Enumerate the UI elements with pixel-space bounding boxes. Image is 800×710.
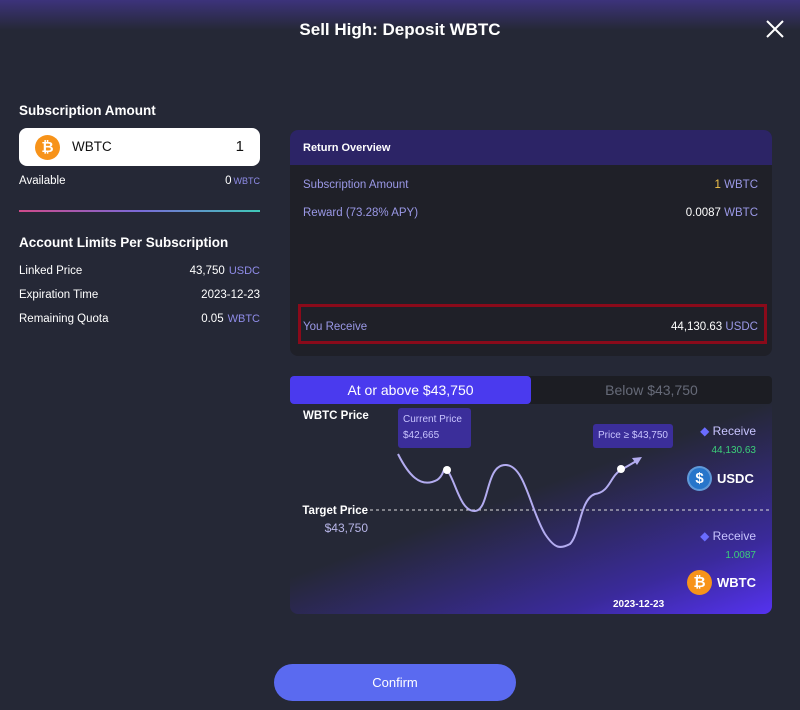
overview-label: Reward (73.28% APY): [303, 207, 419, 219]
limit-label: Expiration Time: [19, 289, 99, 301]
limit-label: Remaining Quota: [19, 313, 109, 325]
overview-unit: WBTC: [724, 207, 758, 219]
limit-value: 0.05: [201, 313, 224, 325]
scenario-chart: WBTC Price Current Price $42,665 Price ≥ …: [290, 404, 772, 614]
overview-value: 1: [714, 179, 721, 191]
limit-row: Expiration Time 2023-12-23: [19, 289, 260, 301]
overview-row: Reward (73.28% APY) 0.0087 WBTC: [303, 207, 758, 219]
receive-label: You Receive: [303, 321, 368, 333]
divider: [19, 210, 260, 212]
available-unit: WBTC: [233, 176, 261, 186]
limits-heading: Account Limits Per Subscription: [19, 235, 229, 250]
target-price-value: $43,750: [324, 521, 368, 535]
condition-box: Price ≥ $43,750: [593, 424, 673, 448]
return-overview-title: Return Overview: [290, 130, 772, 165]
bitcoin-icon: ₿: [35, 135, 60, 160]
price-curve-svg: [370, 453, 772, 548]
header-glow: [0, 0, 800, 30]
diamond-icon: ◆: [700, 529, 710, 543]
tab-at-or-above[interactable]: At or above $43,750: [290, 376, 531, 404]
expiry-date: 2023-12-23: [613, 599, 665, 610]
receive-wbtc-label: ◆ Receive: [700, 529, 756, 543]
asset-label: WBTC: [72, 139, 112, 154]
limit-row: Linked Price 43,750 USDC: [19, 265, 260, 277]
receive-text: Receive: [712, 424, 756, 438]
receive-text: Receive: [712, 529, 756, 543]
receive-wbtc-value: 1.0087: [725, 550, 756, 561]
overview-unit: WBTC: [724, 179, 758, 191]
amount-value[interactable]: 1: [235, 138, 244, 155]
available-row: Available 0 WBTC: [19, 175, 260, 187]
wbtc-label: WBTC: [717, 575, 756, 590]
available-label: Available: [19, 175, 66, 187]
subscription-heading: Subscription Amount: [19, 103, 156, 118]
confirm-button[interactable]: Confirm: [274, 664, 516, 701]
price-curve: [397, 453, 639, 548]
current-price-label: Current Price: [403, 414, 462, 425]
usdc-label: USDC: [717, 471, 754, 486]
limit-label: Linked Price: [19, 265, 83, 277]
limit-value: 2023-12-23: [201, 289, 260, 301]
target-price-label: Target Price: [302, 505, 368, 517]
scenario-tabs: At or above $43,750 Below $43,750: [290, 376, 772, 404]
close-icon[interactable]: [764, 18, 786, 40]
you-receive-row: You Receive 44,130.63 USDC: [303, 321, 758, 333]
target-dot: [617, 465, 625, 473]
limit-unit: USDC: [228, 265, 260, 277]
receive-usdc-value: 44,130.63: [711, 445, 757, 456]
y-axis-label: WBTC Price: [303, 410, 369, 422]
current-price-value: $42,665: [403, 430, 440, 441]
limit-row: Remaining Quota 0.05 WBTC: [19, 313, 260, 325]
diamond-icon: ◆: [700, 424, 710, 438]
return-overview-card: Return Overview Subscription Amount 1 WBT…: [290, 130, 772, 356]
usdc-icon: $: [687, 466, 712, 491]
bitcoin-icon: ₿: [687, 570, 712, 595]
receive-value: 44,130.63: [671, 321, 723, 333]
overview-label: Subscription Amount: [303, 179, 409, 191]
overview-row: Subscription Amount 1 WBTC: [303, 179, 758, 191]
amount-input[interactable]: ₿ WBTC 1: [19, 128, 260, 166]
dialog-title: Sell High: Deposit WBTC: [299, 20, 501, 39]
available-value: 0: [225, 175, 232, 187]
tab-below[interactable]: Below $43,750: [605, 382, 698, 398]
limit-unit: WBTC: [227, 313, 260, 325]
current-price-box: Current Price $42,665: [398, 408, 471, 448]
receive-unit: USDC: [725, 321, 758, 333]
limit-value: 43,750: [189, 265, 225, 277]
arrow-head-icon: [632, 457, 642, 465]
receive-usdc-label: ◆ Receive: [700, 424, 756, 438]
current-price-dot: [443, 466, 451, 474]
receive-highlight: [298, 304, 767, 344]
overview-value: 0.0087: [685, 207, 721, 219]
